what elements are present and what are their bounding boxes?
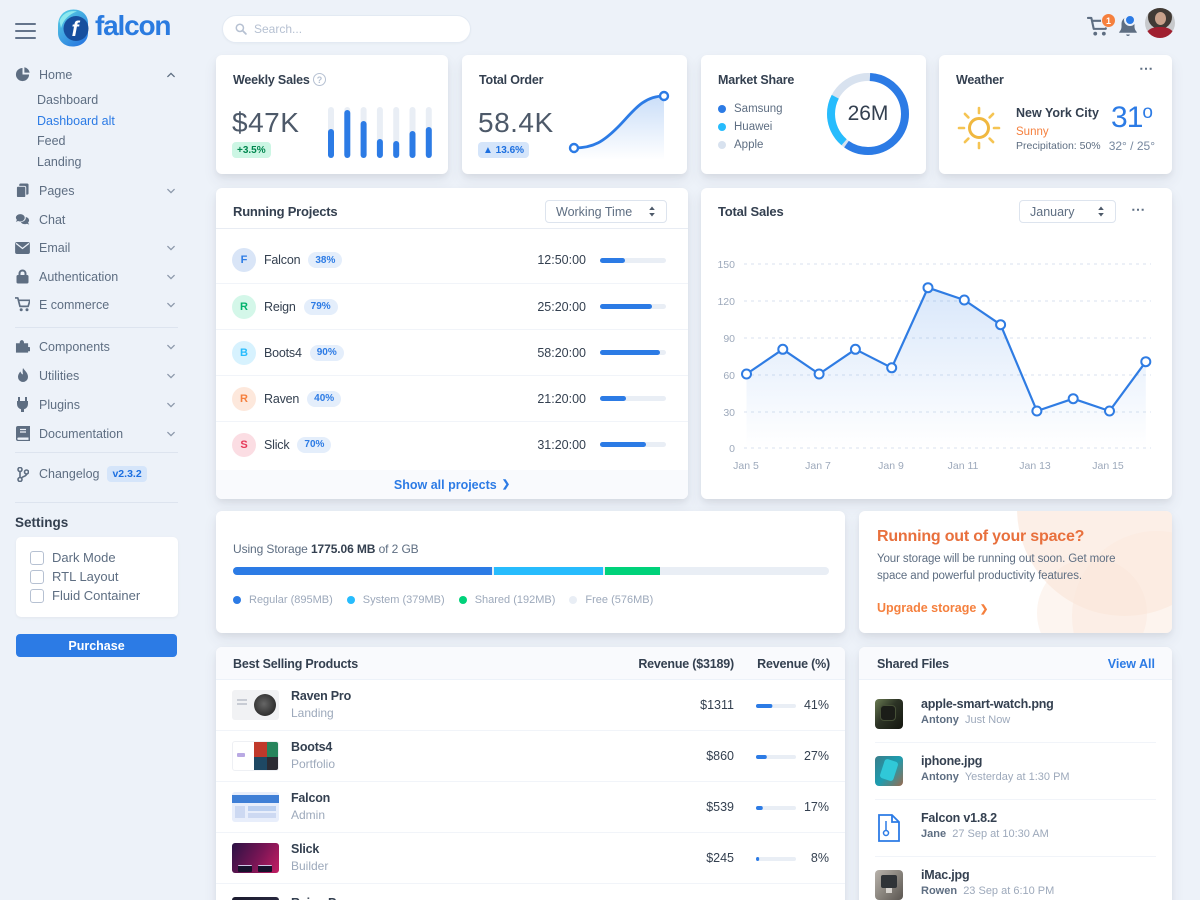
svg-text:90: 90 — [723, 333, 735, 345]
svg-text:Jan 11: Jan 11 — [948, 460, 979, 472]
svg-text:Jan 13: Jan 13 — [1019, 460, 1051, 472]
svg-text:Jan 7: Jan 7 — [805, 460, 831, 472]
svg-text:120: 120 — [717, 296, 735, 308]
svg-text:Jan 15: Jan 15 — [1092, 460, 1124, 472]
svg-text:0: 0 — [729, 443, 735, 455]
svg-text:30: 30 — [723, 407, 735, 419]
svg-text:f: f — [72, 18, 81, 41]
svg-text:60: 60 — [723, 370, 735, 382]
svg-text:Jan 5: Jan 5 — [733, 460, 759, 472]
svg-text:Jan 9: Jan 9 — [878, 460, 904, 472]
svg-text:150: 150 — [717, 259, 735, 271]
